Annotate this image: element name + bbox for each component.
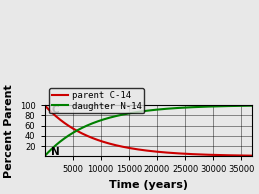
- Text: C: C: [51, 105, 59, 115]
- Legend: parent C-14, daughter N-14: parent C-14, daughter N-14: [49, 88, 144, 113]
- Text: N: N: [51, 147, 60, 157]
- X-axis label: Time (years): Time (years): [109, 180, 188, 190]
- Y-axis label: Percent Parent: Percent Parent: [4, 84, 14, 178]
